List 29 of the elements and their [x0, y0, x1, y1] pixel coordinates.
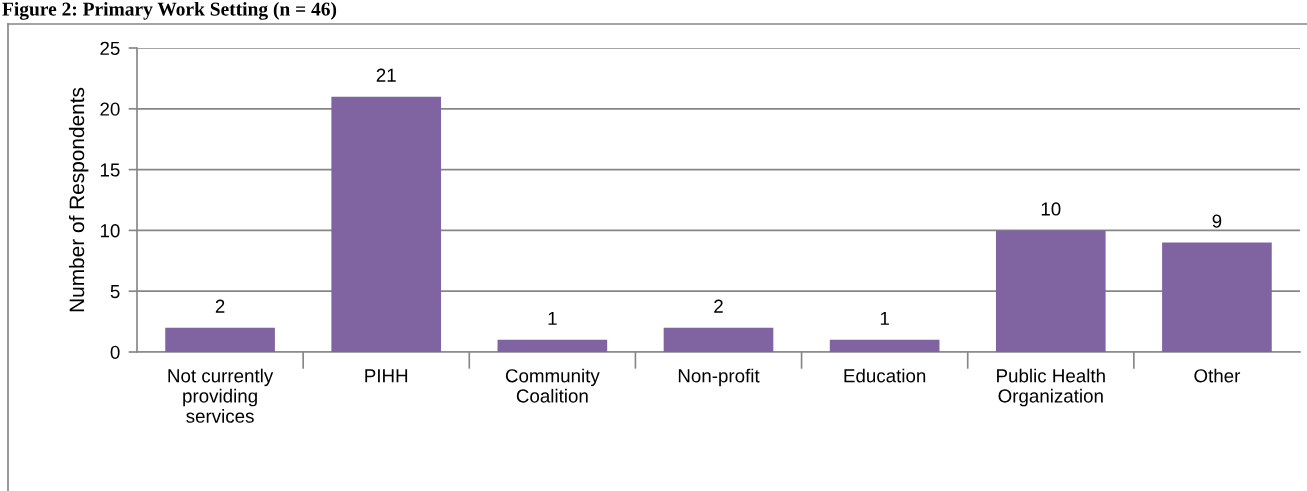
bar: [995, 230, 1106, 352]
data-label: 1: [880, 311, 889, 325]
bar: [497, 339, 608, 352]
chart-title: Figure 2: Primary Work Setting (n = 46): [2, 2, 337, 20]
bar: [165, 327, 275, 352]
x-tick-label: Public Health Organization: [997, 368, 1105, 407]
bar: [829, 339, 940, 352]
x-tick-label: Community Coalition: [505, 368, 600, 403]
bar: [663, 327, 774, 352]
y-tick-label: 25: [100, 41, 120, 55]
data-label: 2: [215, 299, 225, 313]
x-tick-label: PIHH: [365, 369, 408, 383]
y-tick-label: 15: [100, 163, 120, 177]
bar: [331, 96, 442, 352]
y-tick-label: 20: [100, 102, 120, 116]
data-label: 21: [376, 68, 396, 82]
data-label: 9: [1212, 214, 1222, 228]
bar: [1162, 242, 1272, 352]
x-tick-label: Other: [1194, 368, 1241, 383]
data-label: 1: [548, 311, 557, 325]
y-tick-label: 10: [100, 224, 120, 238]
data-label: 10: [1041, 202, 1061, 216]
data-label: 2: [714, 299, 723, 313]
x-tick-label: Education: [844, 368, 926, 383]
x-tick-label: Not currently providing services: [168, 368, 274, 423]
y-axis-title: Number of Respondents: [68, 87, 89, 312]
y-tick-label: 5: [110, 285, 120, 299]
x-tick-label: Non-profit: [678, 368, 760, 387]
y-tick-label: 0: [110, 345, 120, 359]
